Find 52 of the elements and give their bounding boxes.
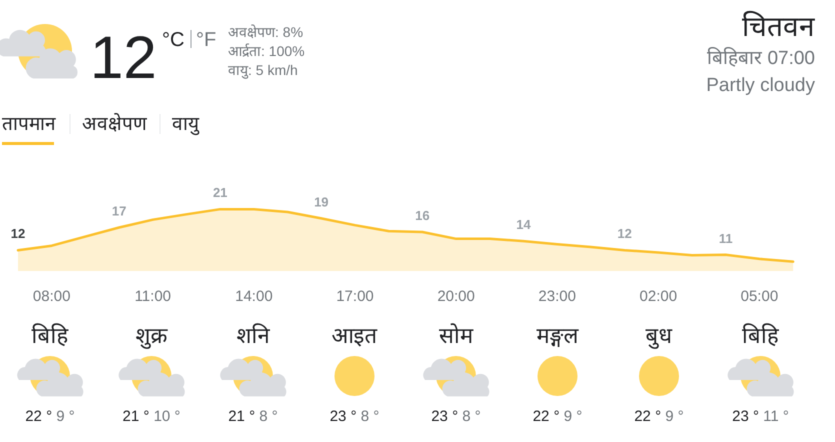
text: 12 [90, 24, 157, 91]
data-label: 9 ° [56, 408, 75, 425]
data-label: 8 ° [360, 408, 380, 425]
category-label: शुक्र [136, 323, 168, 349]
data-label: 23 ° [431, 408, 462, 425]
x-tick-label: 23:00 [538, 288, 576, 305]
data-label: 22 ° [532, 408, 564, 425]
category-label: बिहि [32, 323, 68, 348]
x-tick-label: 08:00 [32, 288, 70, 305]
x-tick-label: 11:00 [134, 288, 172, 305]
text: वायु: 5 km/h [228, 62, 298, 79]
data-label: 9 ° [564, 408, 582, 425]
x-tick-label: 05:00 [740, 288, 778, 305]
text: °F [196, 29, 216, 51]
category-label: मङ्गल [536, 323, 580, 348]
x-tick-label: 20:00 [437, 288, 475, 305]
data-label: 11 [718, 230, 733, 246]
data-label: 16 [415, 208, 430, 223]
data-label: 12 [10, 226, 26, 242]
text: Partly cloudy [706, 75, 816, 96]
data-label: 21 ° [122, 408, 154, 425]
text: बिहिबार 07:00 [707, 46, 815, 69]
data-label: 14 [516, 217, 532, 232]
data-label: 11 ° [763, 408, 789, 425]
category-label: सोम [439, 323, 474, 348]
x-tick-label: 02:00 [640, 288, 678, 305]
text: °C [162, 29, 184, 51]
x-tick-label: 14:00 [235, 288, 273, 305]
text: आर्द्रता: 100% [228, 43, 305, 59]
data-label: 8 ° [259, 408, 278, 425]
text: अवक्षेपण: 8% [228, 24, 304, 40]
category-label: शनि [236, 323, 270, 348]
data-label: 12 [617, 226, 632, 242]
data-label: 10 ° [154, 408, 180, 425]
data-label: 23 ° [732, 408, 764, 425]
text: अवक्षेपण [82, 112, 147, 135]
text: वायु [172, 114, 200, 136]
data-label: 22 ° [634, 408, 666, 425]
data-label: 21 [212, 185, 228, 200]
data-label: 21 ° [228, 408, 260, 425]
data-label: 22 ° [25, 408, 56, 425]
data-label: 9 ° [665, 408, 684, 425]
category-label: बिहि [742, 323, 779, 348]
data-label: 19 [314, 194, 329, 210]
data-label: 8 ° [462, 408, 481, 425]
category-label: बुध [646, 323, 672, 349]
text: चितवन [742, 10, 815, 42]
category-label: आइत [332, 323, 378, 348]
data-label: 17 [112, 203, 126, 218]
data-label: 23 ° [330, 408, 361, 425]
text: तापमान [2, 114, 56, 135]
x-tick-label: 17:00 [336, 288, 374, 305]
